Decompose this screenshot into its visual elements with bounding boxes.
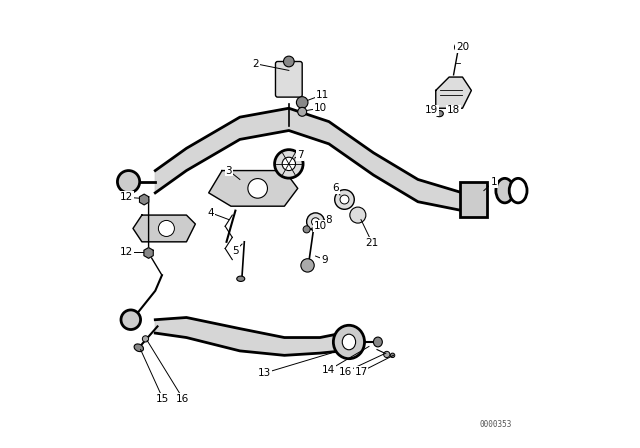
Text: 10: 10 — [314, 221, 326, 231]
Text: 14: 14 — [323, 365, 335, 375]
Circle shape — [301, 259, 314, 272]
Circle shape — [248, 179, 268, 198]
Text: 12: 12 — [120, 247, 133, 257]
Circle shape — [117, 171, 140, 193]
FancyBboxPatch shape — [460, 182, 487, 217]
Circle shape — [454, 43, 463, 52]
Circle shape — [284, 56, 294, 67]
Text: 6: 6 — [332, 183, 339, 194]
Ellipse shape — [373, 337, 382, 347]
Polygon shape — [144, 248, 153, 258]
Circle shape — [340, 195, 349, 204]
Ellipse shape — [142, 336, 148, 342]
Circle shape — [275, 150, 303, 178]
Polygon shape — [209, 171, 298, 206]
Polygon shape — [140, 194, 148, 205]
Text: 8: 8 — [326, 215, 332, 224]
Text: 4: 4 — [207, 208, 214, 218]
Ellipse shape — [496, 178, 514, 203]
Ellipse shape — [390, 353, 395, 358]
Text: 7: 7 — [297, 150, 303, 160]
Circle shape — [307, 213, 324, 231]
Text: 10: 10 — [314, 103, 326, 113]
Text: 2: 2 — [252, 59, 259, 69]
Ellipse shape — [435, 111, 444, 116]
Text: 13: 13 — [258, 368, 271, 378]
Text: 3: 3 — [225, 166, 232, 176]
Circle shape — [303, 226, 310, 233]
Circle shape — [312, 218, 319, 226]
Text: 17: 17 — [355, 367, 367, 377]
Circle shape — [158, 220, 175, 237]
Text: 11: 11 — [316, 90, 329, 100]
Polygon shape — [156, 318, 342, 355]
Circle shape — [121, 310, 141, 330]
Text: 16: 16 — [339, 367, 353, 377]
Text: 1: 1 — [490, 177, 497, 187]
Circle shape — [282, 157, 296, 171]
Polygon shape — [156, 108, 463, 211]
Text: 19: 19 — [425, 105, 438, 116]
Ellipse shape — [509, 178, 527, 203]
Circle shape — [350, 207, 366, 223]
FancyBboxPatch shape — [275, 61, 302, 97]
Text: 21: 21 — [365, 238, 379, 248]
Circle shape — [335, 190, 355, 209]
Ellipse shape — [134, 344, 143, 352]
Text: 12: 12 — [120, 192, 133, 202]
Ellipse shape — [333, 325, 365, 359]
Polygon shape — [133, 215, 195, 242]
Text: 9: 9 — [321, 254, 328, 265]
Text: 15: 15 — [156, 393, 170, 404]
Text: 16: 16 — [176, 393, 189, 404]
Ellipse shape — [383, 351, 390, 358]
Text: 20: 20 — [456, 42, 469, 52]
Ellipse shape — [342, 334, 356, 350]
Polygon shape — [436, 77, 472, 108]
Text: 18: 18 — [447, 105, 460, 116]
Text: 5: 5 — [232, 246, 239, 256]
Text: 0000353: 0000353 — [479, 420, 511, 429]
Circle shape — [296, 97, 308, 108]
Ellipse shape — [237, 276, 244, 281]
Circle shape — [298, 108, 307, 116]
